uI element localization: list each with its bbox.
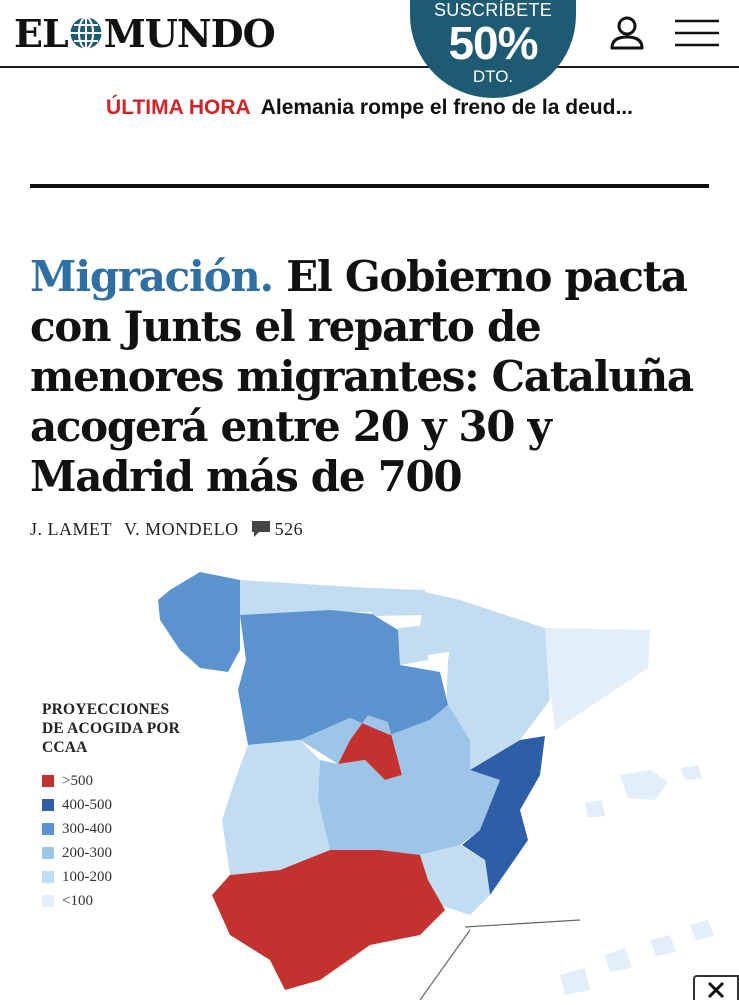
globe-icon — [70, 16, 102, 50]
legend-title: PROYECCIONES DE ACOGIDA POR CCAA — [42, 701, 181, 756]
map-legend: PROYECCIONES DE ACOGIDA POR CCAA >500 40… — [42, 700, 242, 913]
legend-swatch — [42, 871, 54, 883]
map-region-aragon — [445, 600, 550, 770]
map-region-galicia — [158, 572, 240, 672]
map-region-castilla-leon — [238, 610, 448, 745]
legend-item: 200-300 — [42, 841, 242, 865]
subscribe-discount: 50% — [448, 17, 538, 69]
legend-swatch — [42, 847, 54, 859]
comment-count[interactable]: 526 — [274, 518, 304, 539]
legend-label: <100 — [62, 892, 93, 909]
legend-item: >500 — [42, 769, 242, 793]
comment-icon[interactable] — [251, 520, 271, 538]
article-title: El Gobierno pacta con Junts el reparto d… — [30, 252, 694, 501]
close-ad-button[interactable] — [693, 975, 739, 1000]
breaking-news-text[interactable]: Alemania rompe el freno de la deud... — [260, 96, 633, 119]
byline: J. LAMET V. MONDELO 526 — [30, 517, 303, 541]
close-icon — [707, 981, 725, 999]
menu-icon[interactable] — [674, 18, 720, 48]
legend-label: 400-500 — [62, 796, 112, 813]
map-region-navarra — [420, 592, 462, 655]
logo-text-el: EL — [14, 10, 69, 56]
legend-item: 100-200 — [42, 865, 242, 889]
legend-label: 300-400 — [62, 820, 112, 837]
legend-swatch — [42, 799, 54, 811]
user-icon[interactable] — [606, 14, 648, 54]
map-region-cataluna — [545, 628, 650, 730]
map-region-baleares — [585, 765, 702, 818]
map-region-asturias — [240, 580, 330, 618]
breaking-news-bar[interactable]: ÚLTIMA HORA Alemania rompe el freno de la… — [0, 96, 739, 128]
article-kicker: Migración. — [30, 252, 274, 301]
legend-swatch — [42, 823, 54, 835]
map-region-valencia — [462, 736, 545, 895]
legend-item: 300-400 — [42, 817, 242, 841]
map-region-cantabria — [320, 585, 372, 612]
article-headline: Migración. El Gobierno pacta con Junts e… — [30, 252, 720, 502]
map-region-andalucia — [212, 850, 445, 990]
author-name[interactable]: J. LAMET — [30, 518, 112, 539]
subscribe-label: SUSCRÍBETE — [433, 0, 553, 20]
section-divider — [30, 184, 709, 188]
breaking-news-tag: ÚLTIMA HORA — [106, 96, 251, 119]
subscribe-badge[interactable]: SUSCRÍBETE 50% DTO. — [410, 0, 576, 98]
legend-label: >500 — [62, 772, 93, 789]
legend-label: 200-300 — [62, 844, 112, 861]
map-region-la-rioja — [398, 625, 428, 665]
legend-item: <100 — [42, 889, 242, 913]
legend-item: 400-500 — [42, 793, 242, 817]
legend-label: 100-200 — [62, 868, 112, 885]
author-name[interactable]: V. MONDELO — [124, 518, 239, 539]
spain-ccaa-map — [158, 572, 714, 1000]
legend-swatch — [42, 895, 54, 907]
el-mundo-logo[interactable]: EL MUNDO — [14, 10, 276, 56]
map-region-castilla-la-mancha — [300, 705, 500, 855]
legend-swatch — [42, 775, 54, 787]
site-header: EL MUNDO SUSCRÍBETE 50% DTO. — [0, 0, 739, 98]
logo-text-mundo: MUNDO — [103, 10, 276, 56]
subscribe-dto: DTO. — [472, 67, 514, 86]
map-region-extremadura — [222, 740, 330, 875]
map-region-canarias — [560, 920, 714, 995]
map-region-pais-vasco — [370, 588, 428, 616]
